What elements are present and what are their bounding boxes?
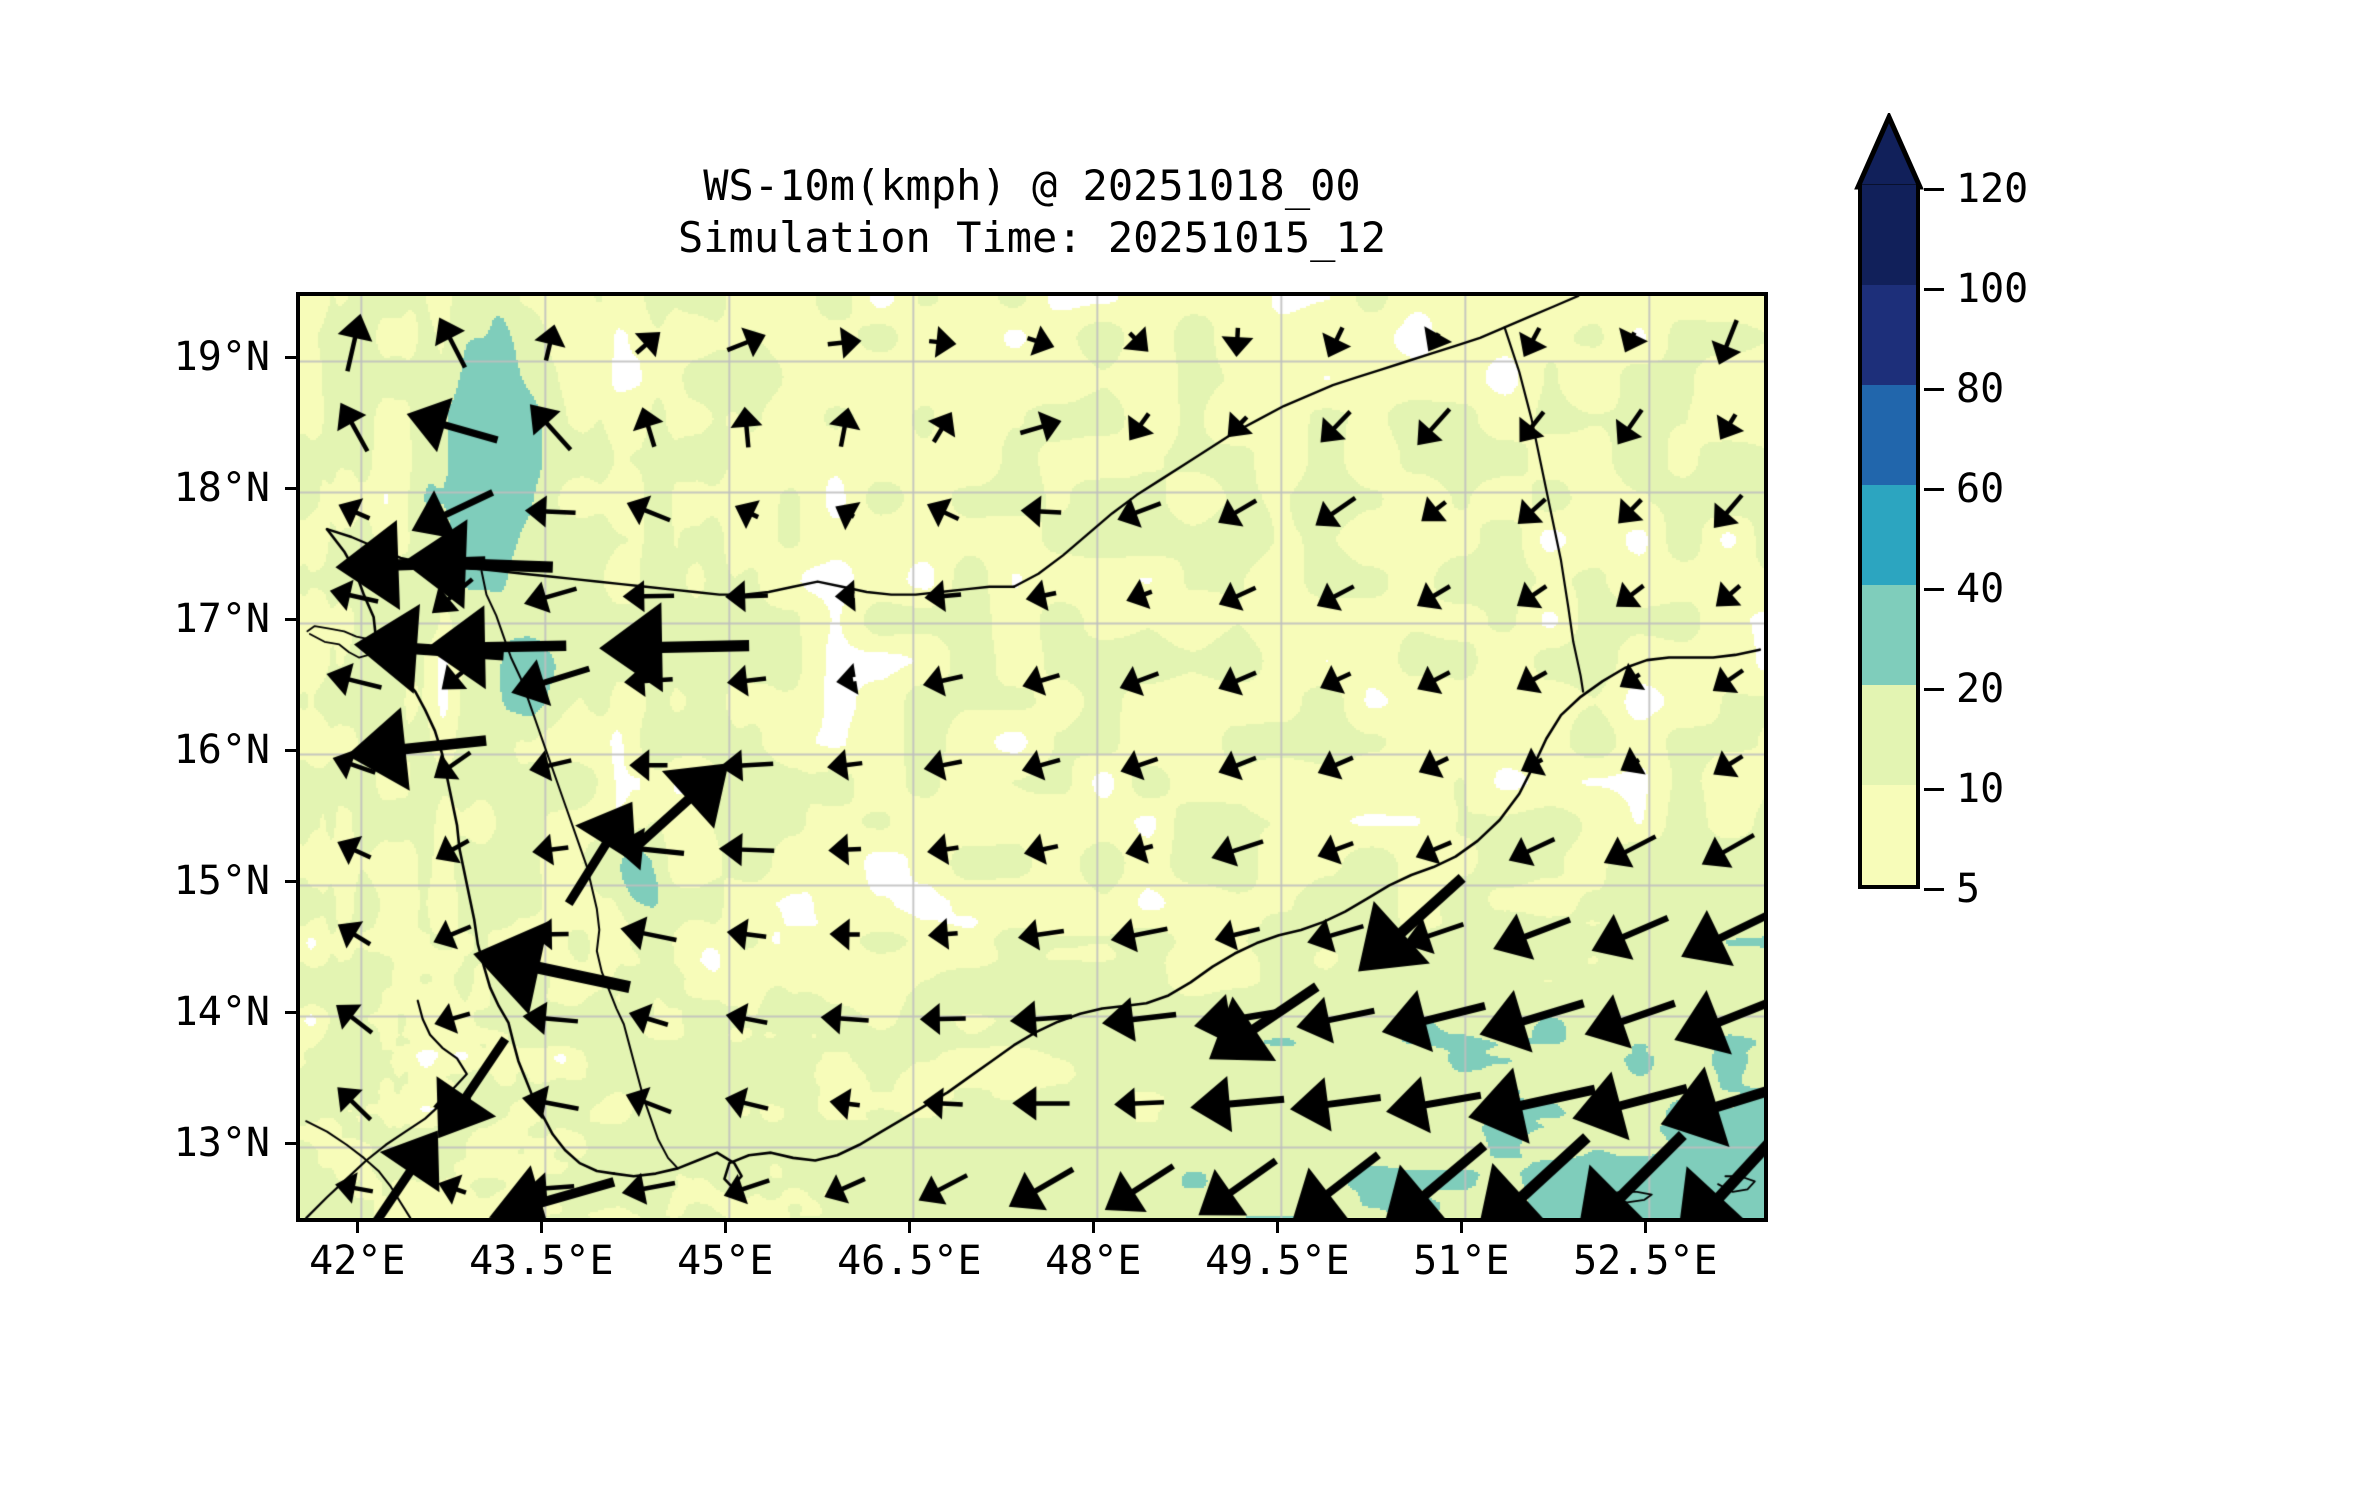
x-tick-mark (1460, 1222, 1464, 1233)
colorbar-band (1862, 685, 1916, 785)
colorbar-tick-mark (1924, 788, 1944, 791)
chart-subtitle: Simulation Time: 20251015_12 (677, 213, 1386, 262)
y-tick-mark (285, 1142, 296, 1146)
y-axis-ticks: 13°N 14°N 15°N 16°N 17°N 18°N 19°N (0, 0, 272, 1500)
y-tick-mark (285, 1011, 296, 1015)
x-tick-mark (908, 1222, 912, 1233)
x-tick-mark (540, 1222, 544, 1233)
x-tick-mark (356, 1222, 360, 1233)
colorbar-tick-label: 20 (1956, 666, 2005, 712)
y-tick-label: 18°N (173, 465, 270, 512)
x-tick-label: 46.5°E (837, 1238, 982, 1284)
y-tick-label: 14°N (173, 989, 270, 1036)
colorbar-tick-label: 120 (1956, 166, 2029, 212)
colorbar-band (1862, 185, 1916, 285)
colorbar-band (1862, 485, 1916, 585)
colorbar-tick-label: 60 (1956, 466, 2005, 512)
x-tick-mark (724, 1222, 728, 1233)
y-tick-label: 16°N (173, 727, 270, 774)
colorbar-tick-label: 5 (1956, 866, 1981, 912)
y-tick-mark (285, 356, 296, 360)
y-tick-mark (285, 880, 296, 884)
map-axes (296, 292, 1768, 1222)
x-tick-label: 49.5°E (1205, 1238, 1350, 1284)
x-tick-mark (1644, 1222, 1648, 1233)
x-tick-label: 43.5°E (469, 1238, 614, 1284)
x-tick-label: 52.5°E (1573, 1238, 1718, 1284)
colorbar-tick-mark (1924, 488, 1944, 491)
colorbar-tick-mark (1924, 688, 1944, 691)
x-tick-label: 42°E (309, 1238, 406, 1284)
colorbar-tick-mark (1924, 188, 1944, 191)
y-tick-label: 15°N (173, 858, 270, 905)
wind-speed-map (300, 296, 1764, 1218)
x-tick-mark (1092, 1222, 1096, 1233)
colorbar-band (1862, 285, 1916, 385)
colorbar-tick-label: 10 (1956, 766, 2005, 812)
colorbar-over-arrow (1854, 113, 1924, 190)
y-tick-label: 17°N (173, 596, 270, 643)
y-tick-label: 19°N (173, 334, 270, 381)
x-tick-label: 51°E (1413, 1238, 1510, 1284)
y-tick-label: 13°N (173, 1120, 270, 1167)
x-tick-label: 48°E (1045, 1238, 1142, 1284)
y-tick-mark (285, 749, 296, 753)
y-tick-mark (285, 487, 296, 491)
colorbar-tick-mark (1924, 888, 1944, 891)
chart-title: WS-10m(kmph) @ 20251018_00 (703, 161, 1361, 210)
x-tick-label: 45°E (677, 1238, 774, 1284)
colorbar-tick-mark (1924, 588, 1944, 591)
x-tick-mark (1276, 1222, 1280, 1233)
colorbar-tick-label: 100 (1956, 266, 2029, 312)
colorbar-band (1862, 385, 1916, 485)
colorbar-tick-mark (1924, 388, 1944, 391)
colorbar (1858, 185, 1920, 889)
colorbar-tick-mark (1924, 288, 1944, 291)
colorbar-band (1862, 585, 1916, 685)
chart-title-block: WS-10m(kmph) @ 20251018_00 Simulation Ti… (296, 160, 1768, 264)
colorbar-band (1862, 785, 1916, 885)
y-tick-mark (285, 618, 296, 622)
colorbar-tick-label: 40 (1956, 566, 2005, 612)
colorbar-tick-label: 80 (1956, 366, 2005, 412)
